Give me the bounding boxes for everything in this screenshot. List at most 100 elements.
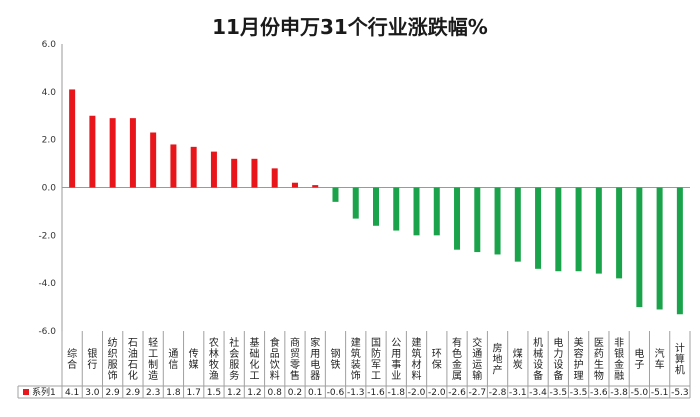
x-tick-label: 钢铁 <box>330 347 340 371</box>
bar <box>535 187 542 269</box>
bar <box>271 168 278 188</box>
bar <box>129 118 136 188</box>
x-tick-label: 建筑材料 <box>412 336 422 382</box>
data-label: -3.1 <box>509 388 527 398</box>
data-label: 2.3 <box>146 388 160 398</box>
x-tick-label: 商贸零售 <box>290 336 300 382</box>
data-label: -5.1 <box>651 388 669 398</box>
x-tick-label: 家用电器 <box>310 336 320 382</box>
data-label: 0.1 <box>308 388 322 398</box>
x-tick-label: 汽车 <box>655 347 665 371</box>
data-label: -0.6 <box>327 388 345 398</box>
x-tick-label: 医药生物 <box>594 337 604 382</box>
bar <box>555 187 562 272</box>
bar <box>170 144 177 188</box>
x-tick-label: 轻工制造 <box>148 336 158 382</box>
x-tick-label: 综合 <box>67 347 77 371</box>
bar <box>514 187 521 262</box>
x-tick-label: 美容护理 <box>574 336 584 382</box>
y-tick-label: -6.0 <box>38 327 56 337</box>
bars <box>69 89 683 315</box>
bar <box>433 187 440 236</box>
x-tick-label: 国防军工 <box>371 337 381 382</box>
bar <box>109 118 116 188</box>
bar <box>312 185 319 188</box>
data-label: 1.2 <box>247 388 261 398</box>
bar <box>373 187 379 226</box>
data-label: 4.1 <box>65 388 79 398</box>
x-tick-label: 有色金属 <box>452 336 462 382</box>
bar <box>656 187 663 310</box>
x-tick-label: 环保 <box>432 349 442 371</box>
bar <box>150 132 157 188</box>
data-label: 1.5 <box>207 388 221 398</box>
bar <box>474 187 481 253</box>
y-tick-label: -2.0 <box>38 231 56 241</box>
x-tick-label: 机械设备 <box>533 336 543 382</box>
y-tick-label: 4.0 <box>42 88 57 98</box>
bar <box>291 182 298 188</box>
bar <box>494 187 501 255</box>
bar <box>636 187 643 308</box>
data-label: -5.0 <box>631 388 649 398</box>
bar <box>393 187 400 231</box>
bar <box>210 151 217 188</box>
data-label: -2.0 <box>428 388 446 398</box>
x-tick-label: 传媒 <box>189 348 199 371</box>
data-label: -3.4 <box>529 388 547 398</box>
x-tick-label: 煤炭 <box>513 347 523 371</box>
y-axis: 6.0 4.0 2.0 0.0 -2.0 -4.0 -6.0 <box>38 40 690 337</box>
data-label: 1.2 <box>227 388 241 398</box>
x-tick-label: 社会服务 <box>229 336 239 382</box>
x-tick-label: 银行 <box>87 347 97 371</box>
legend-marker <box>23 389 29 395</box>
data-label: -2.6 <box>448 388 466 398</box>
x-tick-label: 基础化工 <box>249 336 259 382</box>
x-tick-label: 房地产 <box>493 342 503 377</box>
y-tick-label: 2.0 <box>42 136 57 146</box>
data-label: -5.3 <box>671 388 689 398</box>
bar <box>575 187 582 272</box>
data-label: 3.0 <box>85 388 100 398</box>
x-tick-label: 通信 <box>168 348 178 371</box>
data-label: -3.6 <box>590 388 608 398</box>
y-tick-label: 6.0 <box>42 40 57 50</box>
bar <box>231 158 238 188</box>
y-tick-label: 0.0 <box>42 184 57 194</box>
bar <box>251 158 258 188</box>
data-label: -3.5 <box>550 388 568 398</box>
x-tick-label: 计算机 <box>675 342 685 377</box>
chart-title: 11月份申万31个行业涨跌幅% <box>212 15 488 39</box>
x-tick-label: 公用事业 <box>391 338 401 382</box>
data-label: -3.8 <box>610 388 628 398</box>
data-label: 0.2 <box>288 388 302 398</box>
bar <box>595 187 602 274</box>
bar <box>413 187 420 236</box>
data-label: 1.7 <box>187 388 201 398</box>
data-label: 2.9 <box>126 388 141 398</box>
data-label: 2.9 <box>105 388 120 398</box>
data-label: -2.0 <box>408 388 426 398</box>
legend-label: 系列1 <box>32 386 56 398</box>
x-tick-label: 食品饮料 <box>270 336 280 382</box>
x-tick-label: 建筑装饰 <box>351 336 361 382</box>
data-label: -1.3 <box>347 388 365 398</box>
y-tick-label: -4.0 <box>38 279 56 289</box>
bar <box>89 115 96 188</box>
bar <box>676 187 683 315</box>
data-label: 1.8 <box>166 388 181 398</box>
data-label: -2.7 <box>469 388 487 398</box>
x-tick-label: 农林牧渔 <box>209 336 219 382</box>
data-label: -2.8 <box>489 388 507 398</box>
bar <box>616 187 623 279</box>
bar <box>352 187 359 219</box>
x-tick-label: 电力设备 <box>553 336 563 382</box>
bar <box>69 89 76 188</box>
bar <box>332 187 339 202</box>
data-label: 0.8 <box>268 388 283 398</box>
data-label: -3.5 <box>570 388 588 398</box>
x-tick-label: 非银金融 <box>614 337 624 382</box>
